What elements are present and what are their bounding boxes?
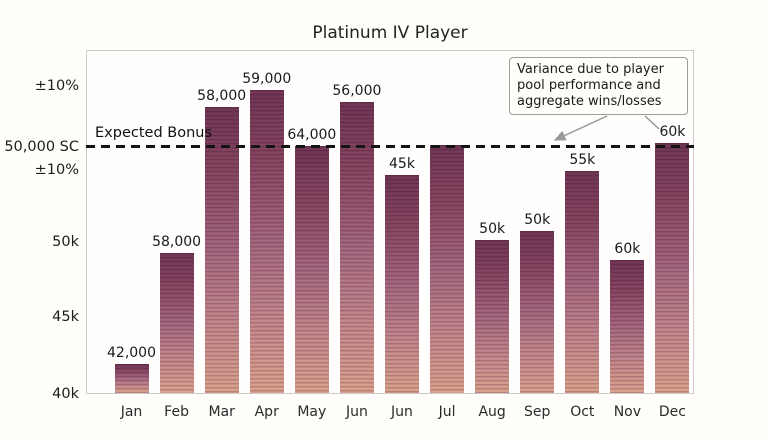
bar-value-label-5: 64,000 (287, 127, 337, 144)
x-tick-label-7: Jun (391, 404, 413, 420)
bar-9-aug (475, 240, 510, 393)
bar-value-label-4: 59,000 (242, 71, 292, 87)
bar-value-label-12: 60k (614, 241, 641, 258)
annotation-line-2: pool performance and (517, 78, 661, 93)
bar-10-sep (520, 231, 555, 393)
x-tick-label-12: Nov (613, 404, 642, 420)
x-tick-label-5: May (297, 404, 327, 420)
y-tick-label-5: 45k (52, 309, 79, 325)
x-tick-label-11: Oct (570, 404, 595, 420)
y-tick-label-4: 50k (52, 234, 79, 250)
bar-7-jun (384, 175, 419, 393)
annotation-box: Variance due to player pool performance … (509, 57, 688, 115)
bar-3-mar (204, 106, 239, 393)
bar-value-label-13: 60k (659, 124, 686, 141)
bar-8-jul (430, 144, 465, 393)
x-tick-label-8: Jul (438, 404, 456, 420)
bar-13-dec (655, 143, 690, 393)
bar-value-label-2: 58,000 (152, 233, 202, 250)
bar-value-label-6: 56,000 (332, 83, 382, 100)
chart-title: Platinum IV Player (312, 23, 468, 43)
expected-bonus-label: Expected Bonus (95, 125, 213, 141)
bar-5-may (294, 146, 329, 393)
x-tick-label-3: Mar (208, 404, 235, 420)
bar-value-label-7: 45k (389, 156, 415, 173)
bar-value-label-9: 50k (479, 221, 506, 238)
bar-value-label-11: 55k (569, 151, 596, 168)
x-tick-label-13: Dec (658, 404, 686, 420)
bar-4-apr (249, 90, 284, 393)
x-tick-label-6: Jun (345, 404, 368, 420)
annotation-line-3: aggregate wins/losses (517, 94, 662, 109)
bar-11-oct (565, 170, 600, 393)
x-tick-label-4: Apr (254, 404, 279, 420)
bar-value-label-3: 58,000 (197, 87, 247, 104)
expected-bonus-dashed-line (86, 144, 694, 148)
y-tick-label-2: 50,000 SC (4, 139, 79, 155)
bar-value-label-1: 42,000 (107, 344, 156, 361)
x-tick-label-9: Aug (478, 404, 506, 420)
bar-2-feb (159, 252, 194, 393)
y-tick-label-1: ±10% (34, 78, 79, 94)
x-tick-label-1: Jan (120, 404, 143, 420)
x-tick-label-2: Feb (164, 404, 189, 420)
x-tick-label-10: Sep (524, 404, 551, 420)
y-tick-label-6: 40k (52, 386, 79, 402)
bar-6-jun (339, 102, 374, 393)
bar-1-jan (114, 363, 149, 393)
y-tick-label-3: ±10% (34, 162, 79, 178)
bar-12-nov (610, 260, 645, 393)
bar-value-label-10: 50k (524, 212, 551, 229)
annotation-line-1: Variance due to player (517, 62, 664, 77)
